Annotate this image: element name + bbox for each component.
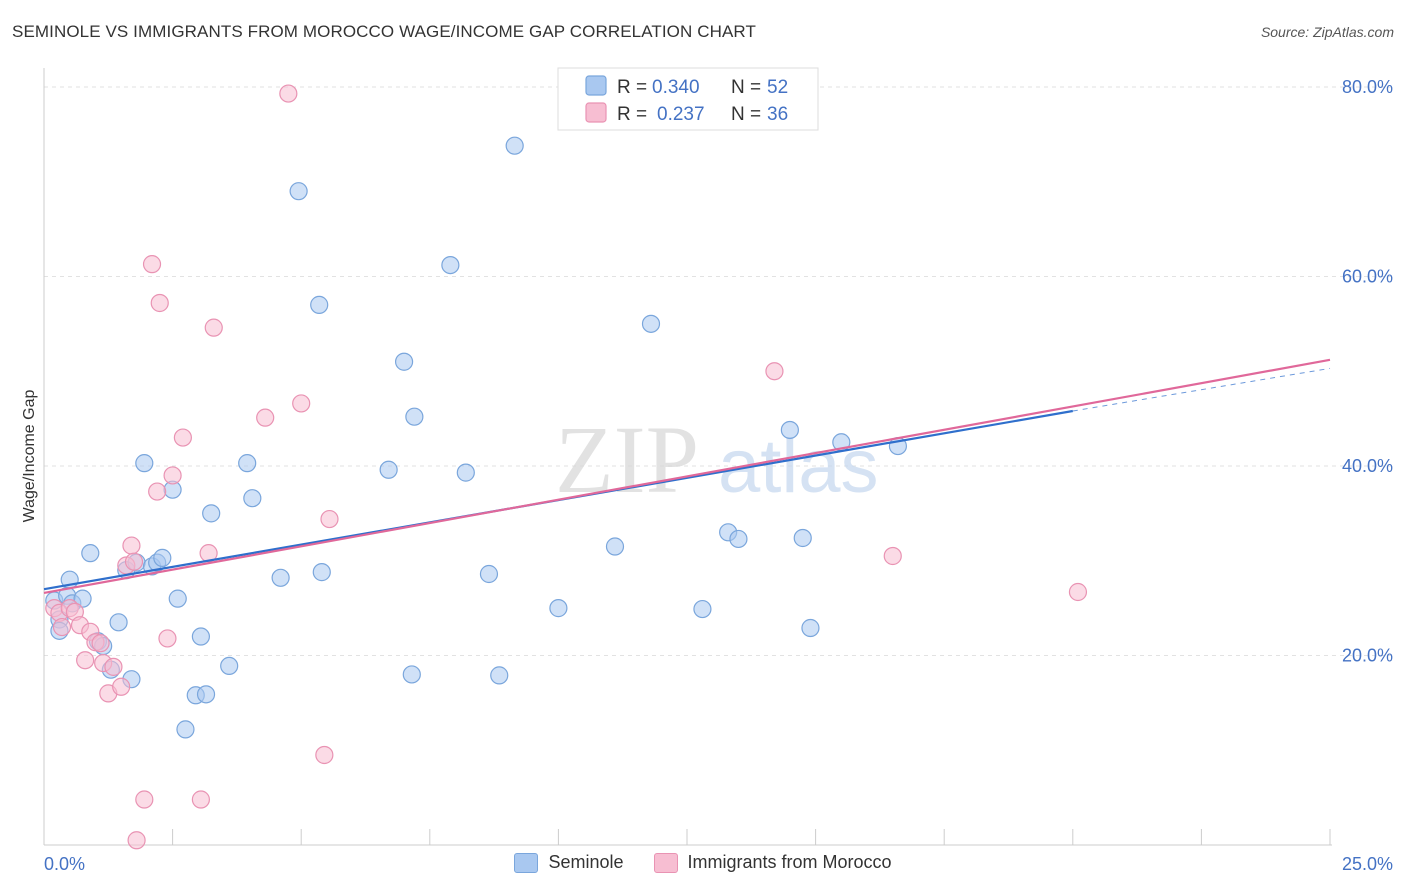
scatter-point xyxy=(289,182,308,201)
scatter-point xyxy=(310,295,329,314)
y-tick-labels: 20.0% 40.0% 60.0% 80.0% xyxy=(1342,77,1393,666)
bottom-legend-swatch-morocco xyxy=(653,852,678,873)
scatter-point xyxy=(256,408,275,427)
series-morocco-points xyxy=(45,84,1088,850)
scatter-point xyxy=(202,504,221,523)
scatter-point xyxy=(112,677,131,696)
y-axis-title: Wage/Income Gap xyxy=(21,390,38,523)
scatter-point xyxy=(153,548,172,567)
scatter-point xyxy=(204,318,223,337)
scatter-point xyxy=(693,599,712,619)
gridlines xyxy=(44,86,1392,656)
bottom-legend-swatch-seminole xyxy=(514,852,539,873)
scatter-point xyxy=(271,568,290,587)
scatter-point xyxy=(238,454,257,473)
scatter-point xyxy=(394,352,414,371)
scatter-point xyxy=(315,745,334,765)
scatter-point xyxy=(765,362,784,381)
scatter-point xyxy=(441,255,460,275)
bottom-legend-label-morocco: Immigrants from Morocco xyxy=(687,852,892,872)
scatter-point xyxy=(793,528,812,548)
legend-r-value-morocco: 0.237 xyxy=(657,104,705,125)
trend-line-extension-seminole xyxy=(1072,367,1331,412)
scatter-point xyxy=(549,599,568,618)
scatter-point xyxy=(605,537,625,556)
scatter-point xyxy=(641,314,661,333)
scatter-point xyxy=(801,618,820,638)
scatter-point xyxy=(292,394,311,413)
scatter-point xyxy=(883,546,902,566)
bottom-legend-item-morocco: Immigrants from Morocco xyxy=(653,852,892,873)
scatter-point xyxy=(402,665,421,684)
scatter-point xyxy=(176,720,195,739)
axes xyxy=(43,68,1332,846)
trend-lines xyxy=(43,358,1331,595)
scatter-point xyxy=(52,617,72,637)
scatter-point xyxy=(158,629,177,648)
chart-title: SEMINOLE VS IMMIGRANTS FROM MOROCCO WAGE… xyxy=(12,22,756,41)
scatter-point xyxy=(243,489,262,508)
legend-n-label-morocco: N = xyxy=(731,104,761,125)
x-tick-label: 25.0% xyxy=(1342,854,1393,874)
scatter-point xyxy=(135,790,154,809)
legend-n-value-morocco: 36 xyxy=(767,104,788,125)
scatter-point xyxy=(191,627,210,646)
legend-n-value-seminole: 52 xyxy=(767,77,788,98)
scatter-point xyxy=(122,536,141,555)
bottom-legend-label-seminole: Seminole xyxy=(548,852,624,872)
bottom-legend: Seminole Immigrants from Morocco xyxy=(0,852,1406,873)
scatter-point xyxy=(279,84,298,103)
scatter-point xyxy=(173,428,192,447)
scatter-point xyxy=(191,790,210,809)
scatter-point xyxy=(312,563,331,582)
watermark: ZIP atlas xyxy=(555,406,879,513)
x-tick-labels: 0.0% 25.0% xyxy=(44,854,1393,874)
scatter-point xyxy=(163,466,182,485)
scatter-point xyxy=(76,651,95,670)
legend-r-value-seminole: 0.340 xyxy=(652,77,700,98)
scatter-point xyxy=(142,255,162,274)
y-tick-label: 40.0% xyxy=(1342,456,1393,476)
scatter-point xyxy=(780,420,799,440)
scatter-point xyxy=(479,564,499,584)
scatter-point xyxy=(91,634,110,653)
bottom-legend-item-seminole: Seminole xyxy=(514,852,624,873)
scatter-point xyxy=(150,293,169,313)
scatter-point xyxy=(456,463,475,482)
scatter-point xyxy=(104,657,123,676)
legend-swatch-morocco xyxy=(585,102,607,123)
source-credit: Source: ZipAtlas.com xyxy=(1260,24,1394,40)
legend-r-label-morocco: R = xyxy=(617,104,647,125)
legend-box: R = 0.340 N = 52 R = 0.237 N = 36 xyxy=(557,67,819,131)
scatter-point xyxy=(1068,582,1088,602)
legend-r-label-seminole: R = xyxy=(617,77,647,98)
x-tick-label: 0.0% xyxy=(44,854,85,874)
y-tick-label: 20.0% xyxy=(1342,645,1393,665)
scatter-point xyxy=(405,407,424,426)
legend-n-label-seminole: N = xyxy=(731,77,761,98)
trend-line-morocco xyxy=(43,358,1331,595)
scatter-point xyxy=(81,544,100,563)
scatter-point xyxy=(168,589,187,608)
y-tick-label: 80.0% xyxy=(1342,77,1393,97)
scatter-point xyxy=(505,136,524,155)
scatter-point xyxy=(127,831,146,850)
scatter-point xyxy=(196,685,216,704)
scatter-point xyxy=(124,552,144,571)
scatter-point xyxy=(379,460,398,479)
legend-swatch-seminole xyxy=(585,75,607,96)
scatter-point xyxy=(320,509,339,529)
scatter-point xyxy=(148,482,167,501)
scatter-point xyxy=(729,529,748,549)
scatter-point xyxy=(490,666,509,685)
scatter-point xyxy=(220,656,239,676)
scatter-point xyxy=(109,613,128,632)
scatter-point xyxy=(135,454,154,473)
y-tick-label: 60.0% xyxy=(1342,266,1393,286)
x-ticks xyxy=(43,829,1331,845)
